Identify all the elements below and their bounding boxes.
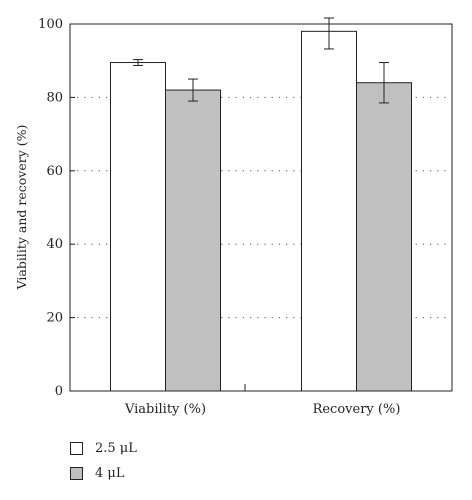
y-axis-title: Viability and recovery (%) [14,125,29,291]
legend-item-series-1: 2.5 μL [70,438,137,458]
y-tick-label-100: 100 [38,17,63,32]
legend: 2.5 μL 4 μL [70,438,137,488]
bar-series2-2 [356,82,412,392]
legend-label-series-2: 4 μL [95,465,125,481]
bar-series2-1 [165,89,221,392]
legend-swatch-series-1 [70,441,83,455]
axes: 0 20 40 60 80 100 Viability (%) Recovery (%) [38,17,453,417]
x-tick-label-2: Recovery (%) [313,402,401,417]
y-tick-label-80: 80 [46,90,63,105]
x-tick-label-1: Viability (%) [124,402,206,417]
legend-swatch-series-2 [70,466,83,480]
bar-series1-2 [301,30,357,392]
plot-frame [69,23,453,392]
y-tick-label-40: 40 [46,237,63,252]
bars [110,17,412,392]
bar-series1-1 [110,62,166,392]
y-tick-label-20: 20 [46,311,63,326]
y-tick-label-0: 0 [55,384,63,399]
legend-label-series-1: 2.5 μL [95,440,137,456]
y-tick-label-60: 60 [46,164,63,179]
legend-item-series-2: 4 μL [70,463,137,483]
